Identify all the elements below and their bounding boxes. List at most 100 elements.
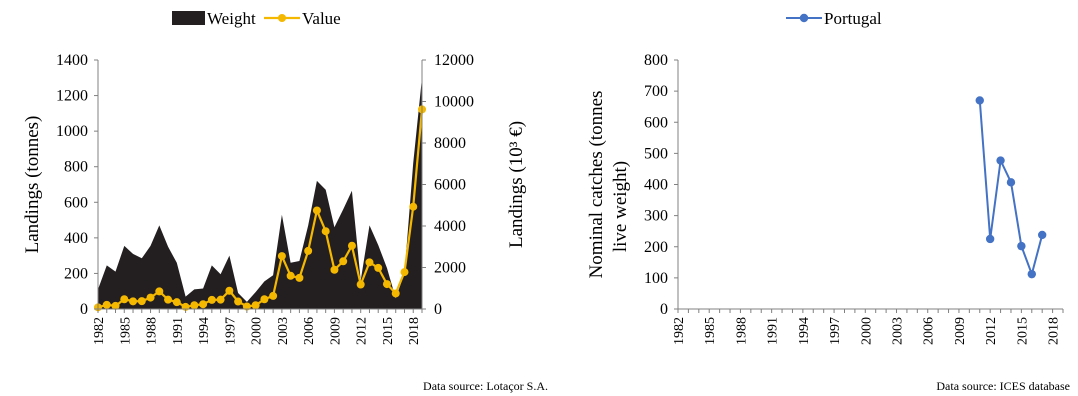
left-tick-label: 1400 (56, 52, 88, 69)
legend-label-value: Value (302, 9, 341, 28)
value-point (260, 295, 269, 304)
x-tick-label: 2003 (891, 317, 906, 345)
value-point (251, 301, 260, 310)
y-tick-label: 0 (660, 301, 668, 318)
value-point (225, 286, 234, 295)
value-point (400, 268, 409, 277)
value-point (269, 291, 278, 300)
legend-marker-value (278, 14, 286, 22)
x-tick-label: 2015 (1015, 317, 1030, 345)
legend-swatch-weight (172, 11, 205, 25)
portugal-line (978, 100, 1044, 278)
right-tick-label: 12000 (434, 52, 474, 69)
source-note: Data source: ICES database (936, 379, 1070, 393)
value-point (234, 297, 243, 306)
x-tick-label: 1988 (734, 317, 749, 345)
right-tick-label: 2000 (434, 260, 466, 277)
x-tick-label: 2009 (953, 317, 968, 345)
value-point (312, 206, 321, 215)
catches-legend: Portugal (786, 9, 882, 28)
y-tick-label: 200 (644, 239, 668, 256)
x-tick-label: 2018 (1047, 317, 1062, 345)
y-axis-title-line: live weight) (610, 161, 631, 252)
value-point (129, 297, 138, 306)
y-tick-label: 600 (644, 114, 668, 131)
value-point (374, 263, 383, 272)
x-tick-label: 2006 (302, 317, 317, 345)
left-tick-label: 800 (64, 159, 88, 176)
left-tick-label: 1000 (56, 123, 88, 140)
landings-legend: Weight Value (172, 9, 341, 28)
x-tick-label: 1982 (92, 317, 107, 345)
value-point (102, 300, 111, 309)
x-tick-label: 2012 (984, 317, 999, 345)
value-point (391, 289, 400, 298)
catches-chart: 0 100 200 300 400 500 600 700 800 1982 1985 1988 199… (586, 9, 1070, 393)
y-axis-title: Nominal catches (tonnes live weight) (586, 91, 631, 279)
value-point (382, 280, 391, 289)
value-point (190, 301, 199, 310)
x-tick-label: 2000 (250, 317, 265, 345)
value-point (304, 246, 313, 255)
legend-label-portugal: Portugal (824, 9, 882, 28)
legend-label-weight: Weight (207, 9, 256, 28)
y-tick-label: 300 (644, 208, 668, 225)
value-point (295, 273, 304, 282)
legend-marker-portugal (799, 13, 809, 23)
value-point (199, 300, 208, 309)
value-point (216, 295, 225, 304)
value-point (111, 301, 120, 310)
x-tick-label: 2009 (328, 317, 343, 345)
landings-chart: 0 200 400 600 800 1000 1200 1400 0 2000 4000 6000 80… (22, 9, 548, 393)
right-tick-label: 6000 (434, 177, 466, 194)
value-point (120, 295, 129, 304)
value-point (347, 241, 356, 250)
y-tick-label: 100 (644, 270, 668, 287)
x-tick-label: 1982 (672, 317, 687, 345)
right-tick-label: 8000 (434, 135, 466, 152)
value-point (321, 227, 330, 236)
portugal-point (985, 234, 995, 244)
x-tick-label: 1994 (197, 317, 212, 345)
value-point (155, 287, 164, 296)
value-point (146, 293, 155, 302)
left-tick-label: 0 (80, 301, 88, 318)
x-tick-label: 1991 (171, 317, 186, 345)
value-point (207, 295, 216, 304)
portugal-point (1006, 178, 1016, 187)
value-point (365, 258, 374, 267)
x-tick-label: 1985 (118, 317, 133, 345)
value-point (164, 295, 173, 304)
value-point (286, 271, 295, 280)
source-note: Data source: Lotaçor S.A. (423, 379, 548, 393)
right-tick-label: 10000 (434, 94, 474, 111)
x-tick-label: 1985 (703, 317, 718, 345)
x-tick-label: 2012 (355, 317, 370, 345)
portugal-point (975, 96, 984, 105)
x-tick-label: 1997 (828, 317, 843, 345)
y-tick-label: 500 (644, 145, 668, 162)
portugal-point (996, 156, 1005, 165)
value-point (172, 298, 181, 307)
left-tick-label: 1200 (56, 88, 88, 105)
x-tick-label: 2006 (922, 317, 937, 345)
x-tick-label: 2000 (859, 317, 874, 345)
value-point (277, 252, 286, 261)
y-tick-label: 400 (644, 177, 668, 194)
y-tick-label: 700 (644, 83, 668, 100)
left-tick-label: 400 (64, 230, 88, 247)
y-tick-label: 800 (644, 52, 668, 69)
x-tick-label: 1994 (797, 317, 812, 345)
weight-area (98, 77, 422, 309)
left-tick-label: 600 (64, 194, 88, 211)
y-axis-title-line: Nominal catches (tonnes (586, 91, 607, 279)
value-point (330, 265, 339, 274)
value-point (356, 280, 365, 289)
portugal-point (1037, 230, 1047, 240)
right-tick-label: 4000 (434, 218, 466, 235)
value-point (339, 257, 348, 266)
portugal-point (1017, 241, 1026, 251)
x-tick-label: 1988 (145, 317, 160, 345)
x-tick-label: 2003 (276, 317, 291, 345)
